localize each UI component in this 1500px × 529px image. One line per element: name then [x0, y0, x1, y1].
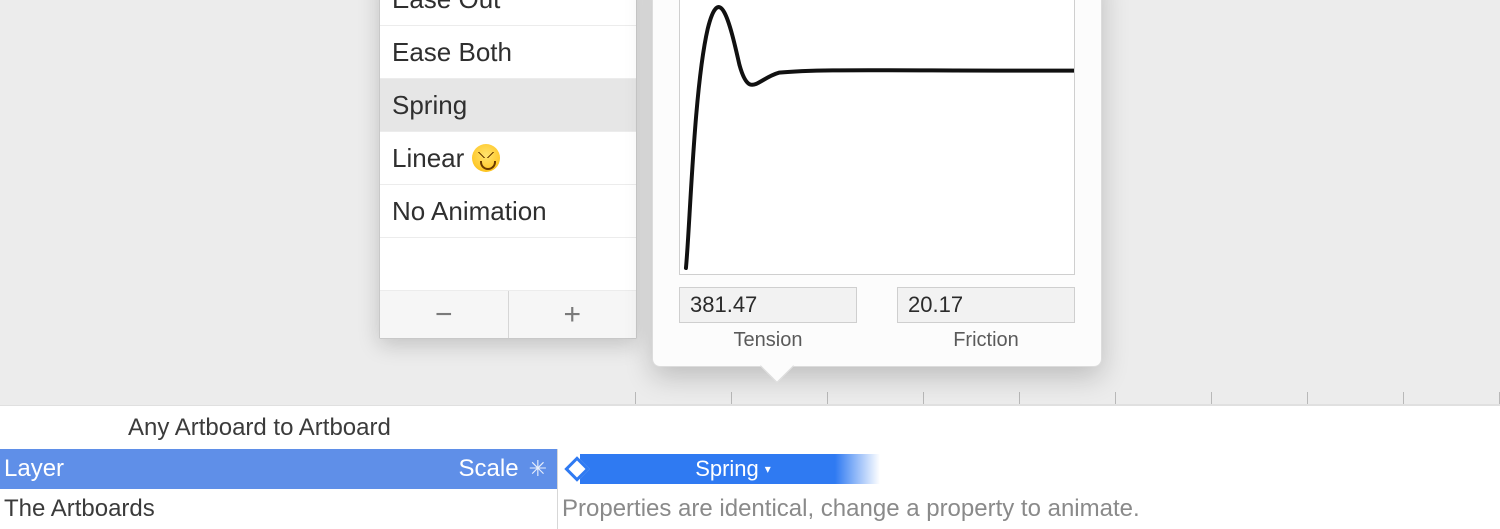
layer-row[interactable]: The Artboards Properties are identical, …	[0, 489, 1500, 529]
spring-curve-icon	[680, 0, 1074, 274]
easing-option-spring[interactable]: Spring	[380, 79, 636, 132]
easing-option-label: Linear	[392, 143, 464, 174]
ruler-tick	[1115, 392, 1116, 404]
easing-option-no-animation[interactable]: No Animation	[380, 185, 636, 238]
layer-row-header[interactable]: Layer Scale ✳︎	[0, 449, 557, 489]
segment-bar[interactable]: Spring ▾	[580, 454, 880, 484]
ruler-tick	[923, 392, 924, 404]
tension-label: Tension	[734, 329, 803, 352]
curve-params: Tension Friction	[653, 287, 1101, 352]
easing-option-label: Ease Both	[392, 37, 512, 68]
layer-timeline-track: Properties are identical, change a prope…	[557, 489, 1500, 529]
ruler-tick	[731, 392, 732, 404]
animation-segment[interactable]: Spring ▾	[568, 454, 880, 484]
easing-option-ease-out[interactable]: Ease Out	[380, 0, 636, 26]
tension-input[interactable]	[679, 287, 857, 323]
layer-empty-hint: Properties are identical, change a prope…	[562, 495, 1140, 523]
timeline-ruler	[540, 387, 1500, 405]
ruler-tick	[1019, 392, 1020, 404]
ruler-tick	[827, 392, 828, 404]
curve-preview-popover: Tension Friction	[652, 0, 1102, 367]
curve-preview	[679, 0, 1075, 275]
easing-menu-spacer	[380, 238, 636, 291]
spring-curve-path	[686, 7, 1074, 268]
easing-option-ease-both[interactable]: Ease Both	[380, 26, 636, 79]
layer-row[interactable]: Layer Scale ✳︎ Spring ▾	[0, 449, 1500, 489]
layer-row-header[interactable]: The Artboards	[0, 489, 557, 529]
friction-input[interactable]	[897, 287, 1075, 323]
timeline-panel: Any Artboard to Artboard Layer Scale ✳︎ …	[0, 405, 1500, 529]
breadcrumb-text: Any Artboard to Artboard	[128, 414, 391, 442]
easing-menu-footer: − +	[380, 291, 636, 338]
chevron-down-icon: ▾	[765, 463, 771, 475]
add-easing-button[interactable]: +	[509, 291, 637, 338]
easing-option-label: Ease Out	[392, 0, 500, 15]
easing-menu[interactable]: Ease Out Ease Both Spring Linear No Anim…	[379, 0, 637, 339]
friction-label: Friction	[953, 329, 1019, 352]
ruler-tick	[1307, 392, 1308, 404]
easing-option-label: Spring	[392, 90, 467, 121]
layer-name: The Artboards	[4, 495, 155, 523]
easing-option-label: No Animation	[392, 196, 547, 227]
ruler-tick	[635, 392, 636, 404]
ruler-tick	[1403, 392, 1404, 404]
ruler-tick	[1211, 392, 1212, 404]
weary-face-icon	[472, 144, 500, 172]
layer-name: Layer	[4, 455, 64, 483]
remove-easing-button[interactable]: −	[380, 291, 509, 338]
breadcrumb: Any Artboard to Artboard	[0, 405, 1500, 449]
layer-timeline-track[interactable]: Spring ▾	[557, 449, 1500, 489]
friction-param: Friction	[897, 287, 1075, 352]
layer-property: Scale	[459, 455, 519, 483]
popover-pointer-icon	[760, 349, 794, 383]
segment-label: Spring	[695, 456, 759, 482]
tension-param: Tension	[679, 287, 857, 352]
snowflake-icon[interactable]: ✳︎	[529, 456, 547, 482]
easing-option-linear[interactable]: Linear	[380, 132, 636, 185]
